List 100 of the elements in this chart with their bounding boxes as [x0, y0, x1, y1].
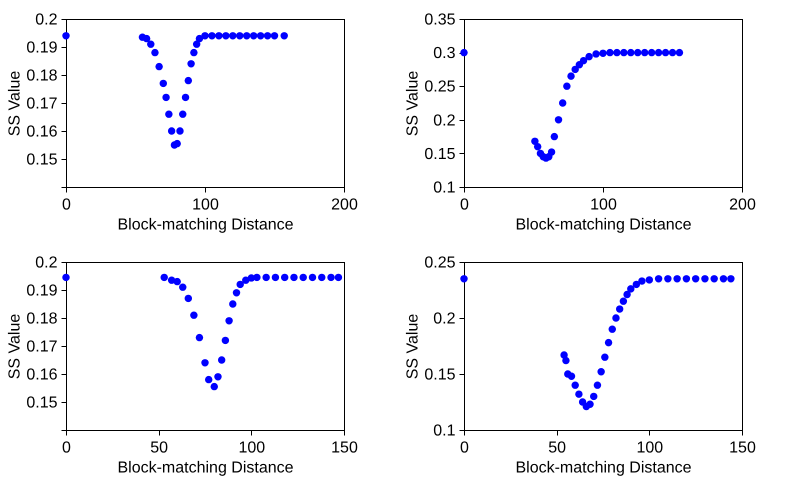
point: [210, 382, 218, 390]
point: [229, 32, 237, 40]
point: [62, 32, 70, 40]
y-axis-title: SS Value: [404, 314, 422, 380]
point: [460, 48, 468, 56]
y-axis-title: SS Value: [6, 314, 24, 380]
point: [165, 110, 173, 118]
point: [567, 72, 575, 80]
point: [558, 99, 566, 107]
x-axis-title: Block-matching Distance: [515, 216, 692, 234]
point: [151, 48, 159, 56]
y-tick-label: 0.16: [26, 124, 58, 140]
point: [147, 40, 154, 48]
point: [196, 34, 204, 42]
point: [253, 274, 261, 282]
y-tick-label: 0.1: [433, 422, 456, 440]
point: [62, 274, 70, 282]
point: [201, 359, 209, 366]
point: [612, 314, 620, 322]
point: [262, 274, 270, 282]
point: [654, 48, 662, 56]
point: [606, 48, 614, 56]
point: [300, 274, 307, 282]
x-tick-label: 100: [238, 440, 266, 456]
point: [460, 275, 468, 282]
point: [308, 274, 316, 282]
point: [640, 48, 648, 56]
point: [184, 76, 192, 84]
point: [232, 289, 240, 296]
point: [225, 317, 233, 324]
x-tick-label: 0: [62, 196, 72, 214]
y-tick-label: 0.19: [26, 282, 58, 300]
point: [634, 48, 642, 56]
point: [155, 62, 163, 70]
point: [648, 48, 656, 56]
y-tick-label: 0.19: [26, 40, 58, 56]
x-tick-label: 150: [729, 440, 756, 456]
point: [571, 66, 579, 74]
point: [682, 275, 690, 282]
point: [318, 274, 326, 282]
point: [236, 32, 244, 40]
point: [568, 372, 576, 380]
y-tick-label: 0.18: [26, 68, 58, 84]
point: [597, 368, 605, 376]
point: [571, 382, 579, 389]
point: [168, 127, 176, 135]
x-axis-title: Block-matching Distance: [515, 460, 692, 476]
y-tick-label: 0.17: [26, 96, 58, 112]
point: [531, 138, 539, 146]
point: [218, 356, 226, 364]
point: [580, 56, 588, 64]
point: [196, 334, 204, 342]
point: [214, 373, 222, 380]
point: [592, 50, 600, 58]
y-axis-title: SS Value: [404, 70, 422, 136]
y-tick-label: 0.35: [424, 12, 456, 28]
point: [534, 142, 542, 150]
y-tick-label: 0.25: [424, 78, 456, 96]
y-tick-label: 0.17: [26, 338, 58, 356]
point: [692, 275, 700, 282]
point: [638, 277, 646, 285]
x-tick-label: 0: [460, 196, 470, 214]
point: [701, 275, 709, 282]
point: [662, 48, 670, 56]
point: [720, 275, 728, 282]
point: [620, 48, 628, 56]
x-tick-label: 100: [192, 196, 219, 214]
point: [334, 274, 342, 282]
point: [550, 132, 558, 140]
point: [201, 32, 209, 40]
point: [250, 32, 258, 40]
point: [632, 280, 640, 288]
point: [599, 50, 607, 57]
point: [215, 32, 223, 40]
point: [673, 275, 681, 282]
x-axis-title: Block-matching Distance: [117, 216, 294, 234]
point: [256, 32, 264, 40]
point: [236, 280, 244, 288]
point: [676, 48, 684, 56]
point: [646, 276, 654, 284]
x-tick-label: 200: [729, 196, 756, 214]
point: [563, 82, 571, 90]
point: [192, 40, 200, 48]
point: [562, 356, 570, 364]
point: [290, 274, 298, 282]
point: [208, 32, 216, 40]
point: [280, 32, 288, 40]
point: [173, 140, 181, 148]
point: [554, 116, 562, 124]
point: [590, 392, 598, 400]
point: [620, 298, 628, 305]
x-tick-label: 0: [62, 440, 72, 456]
y-tick-label: 0.18: [26, 310, 58, 328]
point: [229, 300, 237, 308]
point: [222, 336, 230, 344]
point: [601, 354, 609, 361]
point: [627, 48, 635, 56]
point: [187, 60, 195, 68]
y-tick-label: 0.1: [433, 180, 456, 196]
y-tick-label: 0.15: [26, 394, 58, 412]
